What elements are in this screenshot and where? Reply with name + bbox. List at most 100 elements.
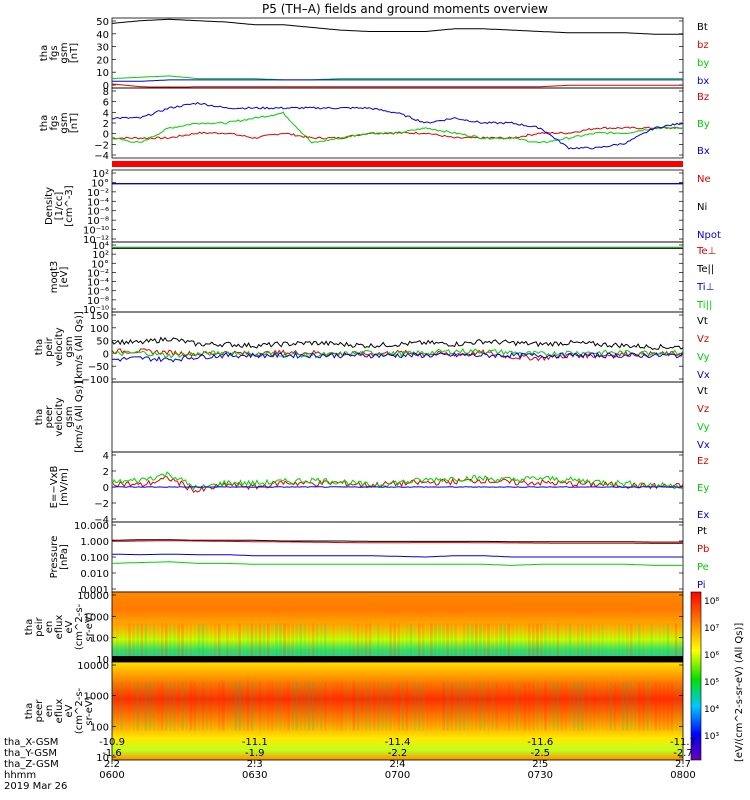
panel-frame xyxy=(111,311,684,383)
legend-Vy: Vy xyxy=(697,352,710,363)
spectrogram-texture xyxy=(332,623,335,662)
spectrogram-texture xyxy=(222,681,225,731)
spectrogram-texture xyxy=(458,623,462,662)
spectrogram-texture xyxy=(532,623,535,662)
spectrogram-texture xyxy=(646,681,649,731)
y-tick-label: 1000 xyxy=(84,612,109,623)
spectrogram-texture xyxy=(112,623,115,662)
legend-bx: bx xyxy=(697,76,709,87)
spectrogram-texture xyxy=(132,623,135,662)
y-axis-label: sr-eV) xyxy=(84,612,95,641)
spectrogram-texture xyxy=(540,681,543,731)
y-tick-label: 10⁻⁴ xyxy=(87,278,109,289)
x-row-label: tha_Y-GSM xyxy=(4,748,57,759)
y-axis-label: gsm xyxy=(59,42,70,63)
spectrogram-texture xyxy=(201,681,205,731)
x-tick-label: 0630 xyxy=(242,770,267,781)
spectrogram-texture xyxy=(214,623,217,662)
spectrogram-texture xyxy=(519,623,523,662)
y-tick-label: 40 xyxy=(96,30,109,41)
spectrogram-texture xyxy=(144,623,148,662)
spectrogram-texture xyxy=(487,623,490,662)
spectrogram-texture xyxy=(666,623,670,662)
y-axis-label: [nT] xyxy=(69,113,80,133)
legend-Vx: Vx xyxy=(697,440,710,451)
spectrogram-texture xyxy=(409,681,413,731)
legend-Bz: Bz xyxy=(697,92,709,103)
spectrogram-texture xyxy=(466,681,470,731)
spectrogram-texture xyxy=(267,681,270,731)
y-axis-label: moqt3 xyxy=(49,261,60,294)
y-axis-label: fgs xyxy=(49,115,60,130)
spectrogram-texture xyxy=(287,623,290,662)
spectrogram-texture xyxy=(560,681,564,731)
y-tick-label: 10 xyxy=(96,753,109,764)
quality-flag-bar xyxy=(112,161,683,167)
y-axis-label: tha xyxy=(24,703,35,719)
x-tick-label: -11.6 xyxy=(527,737,553,748)
y-axis-label: peer xyxy=(34,699,45,723)
y-tick-label: 10⁴ xyxy=(92,241,109,252)
spectrogram-texture xyxy=(654,623,657,662)
x-tick-label: -11.7 xyxy=(670,737,696,748)
spectrogram-texture xyxy=(544,681,547,731)
spectrogram-texture xyxy=(275,623,278,662)
spectrogram-texture xyxy=(564,681,568,731)
spectrogram-texture xyxy=(356,623,360,662)
spectrogram-texture xyxy=(279,623,282,662)
spectrogram-texture xyxy=(589,681,592,731)
spectrogram-texture xyxy=(242,681,245,731)
spectrogram-texture xyxy=(205,681,209,731)
spectrogram-texture xyxy=(340,623,343,662)
y-tick-label: 10⁻⁶ xyxy=(87,207,109,218)
y-tick-label: 0 xyxy=(103,349,109,360)
spectrogram-texture xyxy=(291,623,294,662)
spectrogram-texture xyxy=(475,681,478,731)
series-line-Vx xyxy=(111,351,684,363)
spectrogram-texture xyxy=(666,681,670,731)
series-line-Pb xyxy=(111,540,683,544)
spectrogram-texture xyxy=(352,623,356,662)
spectrogram-texture xyxy=(434,681,437,731)
spectrogram-texture xyxy=(503,681,506,731)
y-tick-label: 10⁻¹⁰ xyxy=(83,305,109,316)
panel-peir_velocity: 150 100 500 −50 −100 tha peir velocity gsm [km/s … xyxy=(34,311,710,386)
y-axis-label: tha xyxy=(24,619,35,635)
spectrogram-texture xyxy=(507,623,511,662)
spectrogram-texture xyxy=(275,681,278,731)
spectrogram-texture xyxy=(479,681,482,731)
figure-title: P5 (TH–A) fields and ground moments over… xyxy=(262,2,548,16)
x-row-label: tha_X-GSM xyxy=(4,737,58,748)
spectrogram-texture xyxy=(234,623,237,662)
spectrogram-texture xyxy=(528,623,531,662)
y-axis-label: [eV] xyxy=(59,267,70,288)
spectrogram-texture xyxy=(165,681,168,731)
y-tick-label: 10 xyxy=(96,68,109,79)
spectrogram-texture xyxy=(218,623,221,662)
spectrogram-texture xyxy=(120,623,123,662)
spectrogram-texture xyxy=(193,681,197,731)
legend-Ne: Ne xyxy=(697,174,711,185)
spectrogram-texture xyxy=(613,681,617,731)
spectrogram-texture xyxy=(250,681,254,731)
y-axis-label: velocity xyxy=(54,397,65,436)
y-tick-label: 4 xyxy=(103,451,109,462)
spectrogram-texture xyxy=(258,623,262,662)
spectrogram-texture xyxy=(226,623,229,662)
series-line-Vt xyxy=(111,336,684,350)
spectrogram-texture xyxy=(181,623,184,662)
x-tick-label: -1.6 xyxy=(102,748,122,759)
spectrogram-texture xyxy=(124,681,127,731)
y-axis-label: tha xyxy=(34,339,45,355)
spectrogram-texture xyxy=(670,623,674,662)
spectrogram-texture xyxy=(405,623,409,662)
x-tick-label: 2.3 xyxy=(247,759,263,770)
spectrogram-texture xyxy=(193,623,197,662)
spectrogram-texture xyxy=(360,623,364,662)
spectrogram-texture xyxy=(283,623,286,662)
spectrogram-texture xyxy=(585,681,588,731)
y-axis-label: gsm xyxy=(64,336,75,357)
